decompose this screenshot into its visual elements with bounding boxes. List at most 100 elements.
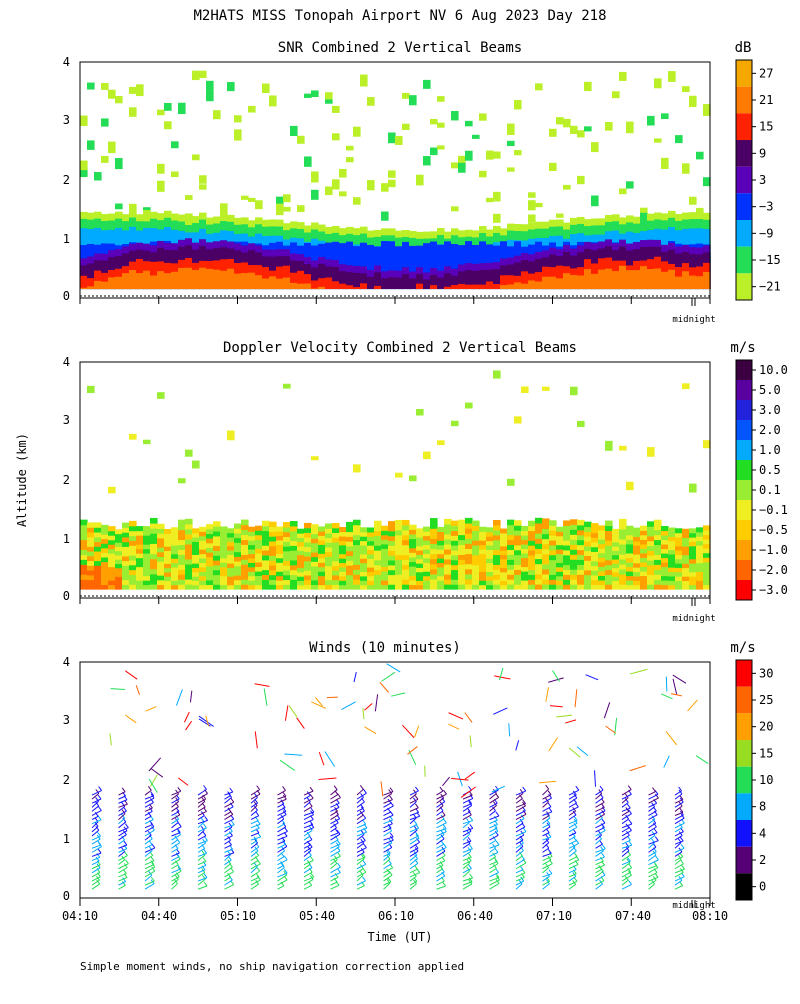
doppler-cell bbox=[423, 580, 431, 585]
doppler-cell bbox=[276, 540, 284, 545]
snr-cell bbox=[157, 164, 165, 174]
snr-cell bbox=[381, 278, 389, 289]
doppler-cell bbox=[633, 541, 641, 546]
doppler-cell bbox=[94, 541, 102, 546]
doppler-cell bbox=[206, 570, 214, 575]
doppler-cell bbox=[675, 546, 683, 551]
doppler-cell bbox=[227, 567, 235, 572]
doppler-cell bbox=[129, 536, 137, 541]
doppler-cell bbox=[689, 563, 697, 568]
doppler-cell bbox=[276, 567, 284, 572]
doppler-cell bbox=[276, 535, 284, 540]
doppler-cell bbox=[486, 549, 494, 554]
doppler-cell bbox=[129, 526, 137, 531]
doppler-cell bbox=[374, 565, 382, 570]
wind-barb bbox=[255, 684, 270, 687]
doppler-cell bbox=[206, 543, 214, 548]
doppler-cell bbox=[591, 533, 599, 538]
doppler-cell bbox=[178, 549, 186, 555]
wind-barb bbox=[198, 853, 207, 856]
doppler-cell bbox=[395, 574, 403, 580]
wind-barb bbox=[125, 715, 136, 723]
wind-barb bbox=[172, 865, 179, 869]
wind-barb bbox=[630, 669, 647, 674]
snr-cell bbox=[381, 183, 389, 192]
doppler-cell bbox=[304, 547, 312, 552]
doppler-cell bbox=[416, 537, 424, 542]
doppler-cell bbox=[213, 575, 221, 580]
snr-cell bbox=[353, 197, 361, 204]
doppler-cell bbox=[500, 559, 508, 564]
doppler-cell bbox=[80, 544, 88, 550]
wind-barb-flag bbox=[470, 824, 473, 828]
doppler-cell bbox=[227, 541, 235, 546]
snr-cell bbox=[507, 284, 515, 289]
winds-midnight-label: midnight bbox=[672, 901, 715, 911]
doppler-cell bbox=[465, 574, 473, 580]
snr-panel-title: SNR Combined 2 Vertical Beams bbox=[278, 40, 522, 56]
doppler-cell bbox=[360, 554, 368, 559]
wind-barb bbox=[550, 706, 563, 707]
doppler-cell bbox=[542, 534, 550, 540]
doppler-cell bbox=[458, 525, 466, 531]
doppler-cell bbox=[185, 524, 193, 530]
doppler-cell bbox=[227, 537, 235, 542]
doppler-cell bbox=[416, 585, 424, 590]
doppler-cell bbox=[486, 576, 494, 581]
doppler-cell bbox=[164, 563, 172, 568]
doppler-cell bbox=[675, 537, 683, 542]
doppler-cell bbox=[213, 560, 221, 565]
doppler-cell bbox=[493, 569, 501, 575]
colorbar-tick-label: 15 bbox=[759, 746, 773, 760]
doppler-cell bbox=[101, 534, 109, 539]
colorbar-swatch bbox=[736, 560, 752, 580]
doppler-cell bbox=[675, 554, 683, 559]
doppler-cell bbox=[605, 530, 613, 535]
doppler-cell bbox=[430, 559, 438, 565]
doppler-cell bbox=[619, 579, 627, 585]
doppler-cell bbox=[598, 548, 606, 553]
wind-barb bbox=[92, 816, 98, 819]
doppler-cell bbox=[206, 584, 214, 589]
wind-barb-flag bbox=[468, 864, 471, 868]
wind-barb bbox=[666, 677, 667, 692]
doppler-cell bbox=[311, 552, 319, 557]
doppler-cell bbox=[164, 542, 172, 547]
doppler-cell bbox=[500, 529, 508, 534]
doppler-cell bbox=[668, 536, 676, 541]
wind-barb bbox=[384, 803, 391, 807]
wind-barb bbox=[649, 823, 656, 828]
snr-cell bbox=[87, 140, 95, 150]
doppler-cell bbox=[227, 559, 235, 564]
doppler-cell bbox=[101, 562, 109, 567]
snr-cell bbox=[493, 284, 501, 289]
doppler-cell bbox=[199, 567, 207, 572]
wind-barb bbox=[490, 828, 498, 832]
doppler-cell bbox=[227, 550, 235, 555]
doppler-cell bbox=[269, 555, 277, 560]
snr-cell bbox=[199, 268, 207, 289]
wind-barb-flag bbox=[415, 795, 418, 799]
doppler-cell bbox=[262, 565, 270, 570]
doppler-cell bbox=[87, 570, 95, 575]
doppler-cell bbox=[255, 557, 263, 562]
doppler-ytick-2: 2 bbox=[63, 473, 70, 487]
doppler-cell bbox=[269, 570, 277, 575]
doppler-cell bbox=[255, 580, 263, 585]
wind-barb bbox=[331, 885, 340, 889]
snr-cell bbox=[80, 116, 88, 127]
doppler-cell bbox=[367, 580, 375, 585]
doppler-cell bbox=[619, 559, 627, 565]
doppler-cell bbox=[647, 531, 655, 536]
snr-cell bbox=[129, 270, 137, 289]
doppler-cell bbox=[122, 537, 130, 542]
doppler-cell bbox=[87, 565, 95, 570]
doppler-cell bbox=[647, 545, 655, 550]
doppler-cell bbox=[101, 543, 109, 548]
wind-barb bbox=[410, 873, 420, 877]
doppler-cell bbox=[262, 570, 270, 575]
doppler-cell bbox=[360, 580, 368, 585]
doppler-cell bbox=[689, 537, 697, 542]
doppler-cell bbox=[101, 557, 109, 562]
snr-cell bbox=[500, 285, 508, 289]
